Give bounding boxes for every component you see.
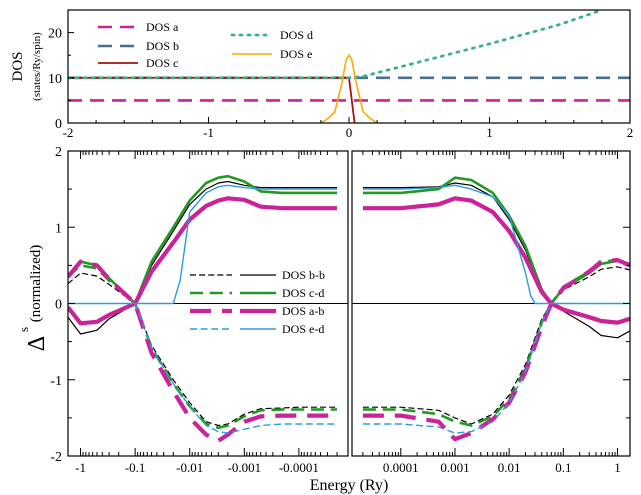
y-axis-title: Δ [24, 336, 50, 351]
x-tick-label-left: -0.01 [176, 460, 203, 475]
x-tick-label-right: 1 [614, 460, 621, 475]
series-line-dos-e-d-dash-right [362, 303, 552, 434]
x-tick-label-right: 0.1 [555, 460, 571, 475]
legend-label: DOS d [280, 28, 313, 42]
x-tick-label-left: -0.001 [227, 460, 261, 475]
y-tick-label: -1 [50, 374, 62, 389]
legend-label: DOS e [280, 47, 312, 61]
legend-label: DOS e-d [282, 322, 324, 336]
series-line-dos-a-b-solid-right [362, 196, 630, 325]
series-line-dos-b-b-dash-right [362, 266, 630, 425]
series-line-dos-a-b-dash-left [68, 259, 337, 443]
y-axis-title-rest: (normalized) [28, 245, 44, 322]
series-line-dos-e-d-solid-right [362, 184, 630, 305]
y-tick-label: 20 [48, 27, 62, 42]
y-tick-label: -2 [50, 450, 62, 465]
x-tick-label-right: 0.001 [440, 460, 469, 475]
legend-label: DOS a-b [282, 304, 324, 318]
y-tick-label: 0 [55, 298, 62, 313]
y-tick-label: 2 [55, 145, 62, 160]
legend-label: DOS c [146, 56, 178, 70]
series-line-dos-c-d-solid-right [362, 176, 630, 305]
y-axis-subtitle: (states/Ry/spin) [31, 32, 43, 101]
series-line-dos-e [320, 53, 378, 123]
x-tick-label: -1 [203, 125, 214, 140]
legend-label: DOS a [146, 20, 179, 34]
series-line-dos-b-b-dash-left [68, 272, 337, 427]
series-line-dos-d [68, 10, 604, 80]
y-axis-title-superscript: s [16, 327, 31, 332]
series-line-dos-c-d-dash-right [362, 258, 630, 427]
legend-label: DOS b [146, 39, 179, 53]
x-tick-label-right: 0.0001 [383, 460, 419, 475]
y-axis-title-group: Δs (normalized) [16, 245, 50, 351]
series-line-dos-e-d-dash-left [134, 303, 337, 434]
series-line-dos-b-b-solid-left [68, 180, 337, 335]
x-tick-label-left: -0.0001 [279, 460, 319, 475]
x-tick-label-right: 0.01 [498, 460, 521, 475]
legend-label: DOS c-d [282, 286, 324, 300]
bottom-panel: -2 -1 0 1 2 -1 -0.1 -0.01 -0.001 -0.0001 0.0001 0.0… [16, 145, 631, 494]
y-axis-title: DOS [10, 51, 26, 81]
y-tick-label: 10 [48, 72, 62, 87]
x-tick-label: 2 [627, 125, 634, 140]
y-tick-label: 1 [55, 221, 62, 236]
x-tick-label: 0 [346, 125, 353, 140]
x-tick-label: -2 [63, 125, 74, 140]
x-axis-title: Energy (Ry) [310, 477, 389, 494]
x-tick-label-left: -1 [75, 460, 86, 475]
y-tick-label: 0 [55, 117, 62, 132]
x-tick-label: 1 [486, 125, 493, 140]
series-line-dos-c [68, 76, 356, 123]
legend-label: DOS b-b [282, 268, 325, 282]
x-tick-label-left: -0.1 [125, 460, 146, 475]
series-line-dos-e-d-solid-left [68, 184, 337, 305]
series-line-dos-a-b-solid-left [68, 196, 337, 326]
